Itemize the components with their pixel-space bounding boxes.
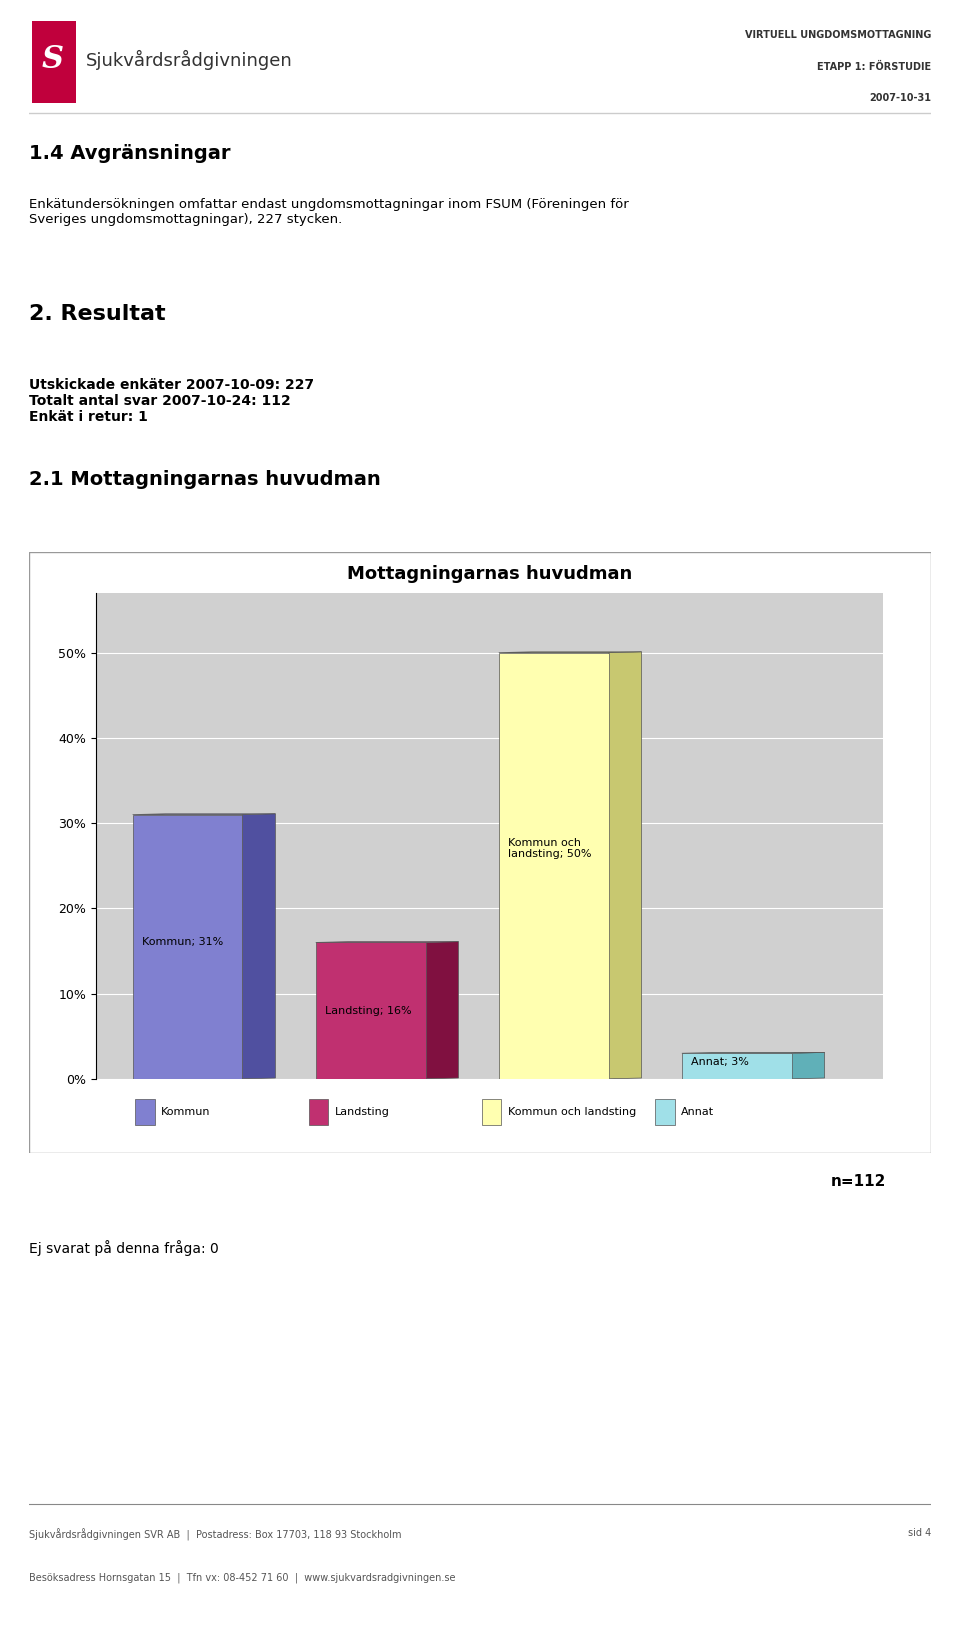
Text: 2. Resultat: 2. Resultat: [29, 303, 165, 324]
Text: VIRTUELL UNGDOMSMOTTAGNING: VIRTUELL UNGDOMSMOTTAGNING: [745, 30, 931, 40]
FancyBboxPatch shape: [32, 21, 76, 102]
Text: 2007-10-31: 2007-10-31: [869, 94, 931, 104]
Text: Landsting; 16%: Landsting; 16%: [324, 1006, 412, 1016]
Polygon shape: [499, 652, 609, 1079]
FancyBboxPatch shape: [308, 1099, 328, 1125]
Text: n=112: n=112: [830, 1174, 886, 1189]
Text: Ej svarat på denna fråga: 0: Ej svarat på denna fråga: 0: [29, 1240, 219, 1257]
Polygon shape: [792, 1052, 825, 1079]
Text: Annat: Annat: [681, 1107, 714, 1117]
Text: 2.1 Mottagningarnas huvudman: 2.1 Mottagningarnas huvudman: [29, 469, 380, 489]
Polygon shape: [243, 814, 276, 1079]
Text: Kommun och landsting: Kommun och landsting: [508, 1107, 636, 1117]
Text: 1.4 Avgränsningar: 1.4 Avgränsningar: [29, 143, 230, 163]
FancyBboxPatch shape: [655, 1099, 675, 1125]
Text: sid 4: sid 4: [908, 1528, 931, 1538]
Text: Kommun: Kommun: [161, 1107, 211, 1117]
FancyBboxPatch shape: [135, 1099, 156, 1125]
Text: ETAPP 1: FÖRSTUDIE: ETAPP 1: FÖRSTUDIE: [817, 61, 931, 72]
Text: Sjukvårdsrådgivningen: Sjukvårdsrådgivningen: [86, 49, 293, 69]
Title: Mottagningarnas huvudman: Mottagningarnas huvudman: [347, 565, 633, 583]
Text: Kommun; 31%: Kommun; 31%: [142, 937, 223, 947]
FancyBboxPatch shape: [482, 1099, 501, 1125]
Polygon shape: [609, 652, 641, 1079]
Text: Kommun och
landsting; 50%: Kommun och landsting; 50%: [508, 838, 591, 860]
Text: Besöksadress Hornsgatan 15  |  Tfn vx: 08-452 71 60  |  www.sjukvardsradgivninge: Besöksadress Hornsgatan 15 | Tfn vx: 08-…: [29, 1573, 455, 1583]
Polygon shape: [425, 942, 459, 1079]
Text: Landsting: Landsting: [334, 1107, 390, 1117]
Polygon shape: [316, 942, 425, 1079]
Text: Enkätundersökningen omfattar endast ungdomsmottagningar inom FSUM (Föreningen fö: Enkätundersökningen omfattar endast ungd…: [29, 198, 629, 227]
Polygon shape: [682, 1052, 792, 1079]
Polygon shape: [132, 815, 243, 1079]
Text: Utskickade enkäter 2007-10-09: 227
Totalt antal svar 2007-10-24: 112
Enkät i ret: Utskickade enkäter 2007-10-09: 227 Total…: [29, 377, 314, 425]
Text: S: S: [41, 44, 63, 76]
FancyBboxPatch shape: [29, 552, 931, 1153]
Text: Sjukvårdsrådgivningen SVR AB  |  Postadress: Box 17703, 118 93 Stockholm: Sjukvårdsrådgivningen SVR AB | Postadres…: [29, 1528, 401, 1542]
Text: Annat; 3%: Annat; 3%: [691, 1057, 749, 1067]
